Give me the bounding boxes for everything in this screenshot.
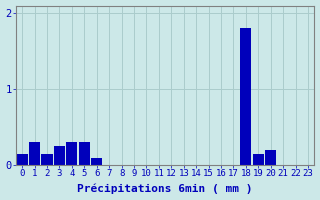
Bar [29, 142, 40, 165]
Bar [253, 154, 264, 165]
Bar [265, 150, 276, 165]
Bar [79, 142, 90, 165]
X-axis label: Précipitations 6min ( mm ): Précipitations 6min ( mm ) [77, 184, 253, 194]
Bar [66, 142, 77, 165]
Bar [91, 158, 102, 165]
Bar [54, 146, 65, 165]
Bar [17, 154, 28, 165]
Bar [240, 28, 252, 165]
Bar [42, 154, 52, 165]
